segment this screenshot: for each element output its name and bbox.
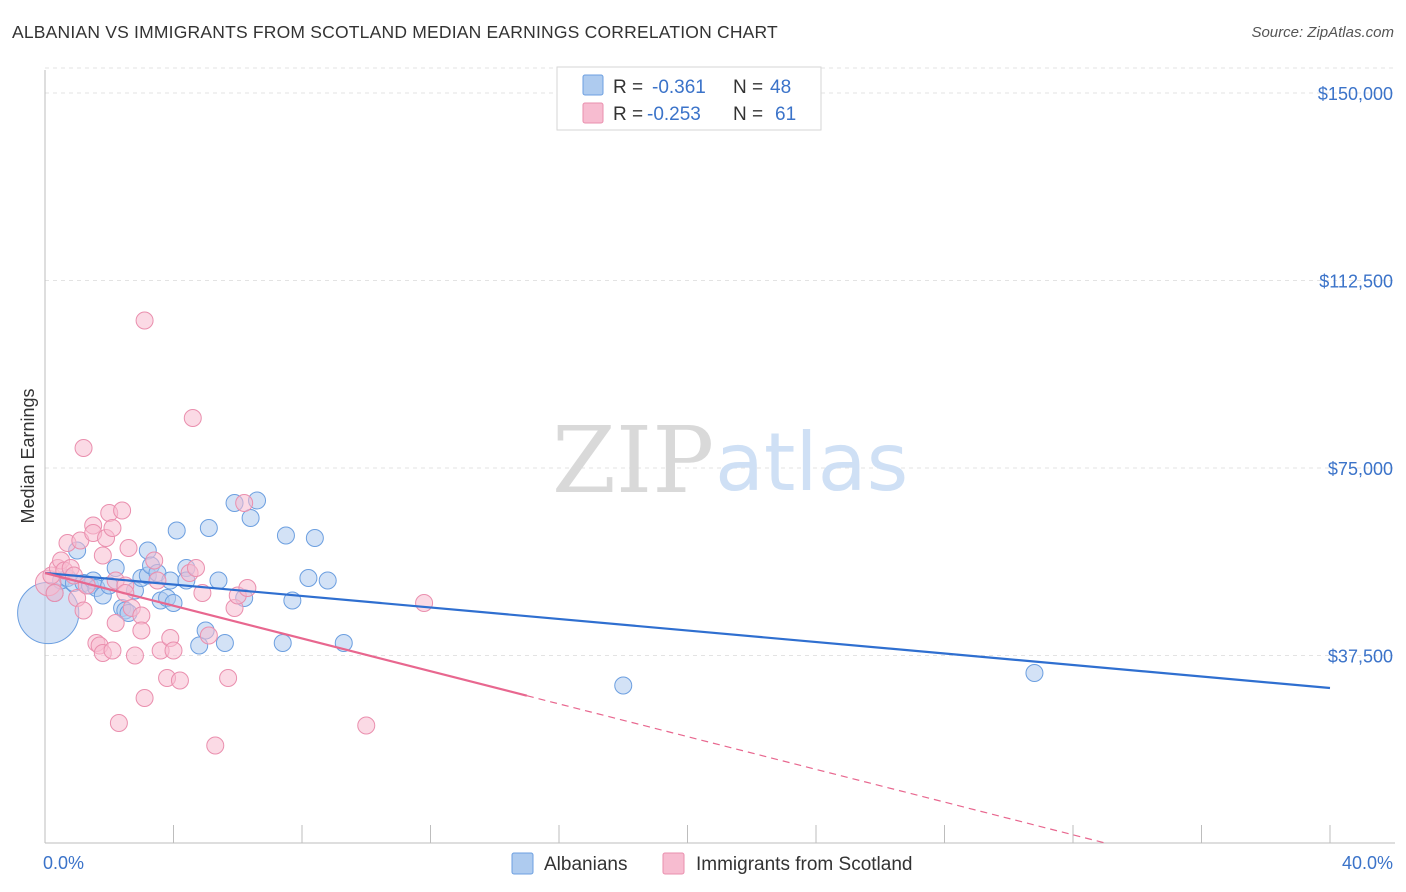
data-point-pink — [145, 551, 164, 570]
data-point-blue — [1025, 664, 1044, 682]
legend-n-label: N = — [733, 77, 763, 98]
data-point-blue — [299, 569, 318, 587]
data-point-blue — [276, 526, 295, 545]
series-legend: Albanians Immigrants from Scotland — [511, 852, 912, 875]
trend-lines — [44, 571, 1331, 844]
data-point-pink — [219, 669, 238, 687]
data-point-pink — [135, 689, 154, 707]
data-point-blue — [167, 521, 186, 540]
watermark: ZIP atlas — [552, 407, 908, 514]
y-tick-label: $112,500 — [1319, 272, 1393, 292]
data-point-pink — [183, 409, 202, 427]
data-point-pink — [113, 501, 132, 520]
y-tick-label: $150,000 — [1318, 84, 1393, 104]
trend-line-dashed-pink — [526, 695, 1106, 844]
legend-r-value: -0.253 — [647, 104, 701, 125]
series-label-scotland: Immigrants from Scotland — [696, 854, 912, 875]
data-point-pink — [93, 546, 112, 565]
legend-r-label: R = — [613, 104, 643, 125]
chart-title: ALBANIAN VS IMMIGRANTS FROM SCOTLAND MED… — [12, 22, 778, 42]
data-point-blue — [241, 509, 260, 527]
series-swatch-albanians — [511, 852, 534, 875]
data-point-pink — [106, 614, 125, 632]
data-point-pink — [193, 584, 212, 602]
legend-n-value: 48 — [770, 77, 791, 98]
data-point-pink — [109, 714, 128, 732]
data-point-pink — [164, 641, 183, 660]
data-point-blue — [273, 634, 292, 652]
data-point-pink — [199, 626, 218, 645]
data-point-blue — [199, 519, 218, 537]
data-point-pink — [132, 606, 151, 625]
data-point-pink — [170, 671, 189, 690]
data-point-blue — [305, 529, 324, 547]
correlation-legend: R = -0.361 N = 48 R = -0.253 N = 61 — [556, 66, 822, 131]
data-point-pink — [125, 646, 144, 665]
watermark-zip: ZIP — [552, 407, 714, 514]
data-point-pink — [74, 439, 93, 457]
data-point-pink — [103, 519, 122, 537]
legend-r-value: -0.361 — [652, 77, 706, 98]
data-point-pink — [415, 594, 434, 612]
data-point-pink — [235, 494, 254, 512]
y-tick-labels: $150,000 $112,500 $75,000 $37,500 — [1318, 84, 1393, 667]
series-label-albanians: Albanians — [544, 854, 627, 875]
legend-n-value: 61 — [775, 104, 796, 125]
data-point-pink — [103, 641, 122, 660]
y-tick-label: $75,000 — [1328, 459, 1393, 479]
data-point-blue — [164, 594, 183, 612]
gridlines — [45, 67, 1395, 656]
source-credit: Source: ZipAtlas.com — [1251, 24, 1394, 41]
watermark-atlas: atlas — [715, 416, 908, 509]
data-point-blue — [318, 571, 337, 590]
legend-swatch-albanians — [582, 74, 604, 96]
legend-swatch-scotland — [582, 102, 604, 124]
x-tick-label: 0.0% — [43, 853, 84, 873]
trend-line-blue — [44, 571, 1331, 690]
data-point-pink — [186, 559, 205, 577]
data-point-blue — [614, 676, 633, 695]
series-swatch-scotland — [662, 852, 685, 875]
x-tick-label: 40.0% — [1342, 853, 1393, 873]
y-tick-label: $37,500 — [1328, 647, 1393, 667]
data-point-pink — [206, 736, 225, 755]
data-points — [17, 311, 1044, 755]
data-point-pink — [119, 539, 138, 557]
axes — [44, 70, 1395, 844]
data-point-blue — [209, 571, 228, 590]
x-tick-labels: 0.0% 40.0% — [43, 853, 1393, 873]
data-point-pink — [238, 579, 257, 597]
data-point-pink — [45, 584, 64, 602]
legend-n-label: N = — [733, 104, 763, 125]
data-point-pink — [132, 621, 151, 640]
data-point-blue — [215, 634, 234, 652]
data-point-pink — [357, 716, 376, 735]
data-point-pink — [135, 311, 154, 330]
trend-line-pink — [44, 571, 528, 697]
data-point-pink — [148, 571, 167, 590]
legend-r-label: R = — [613, 77, 643, 98]
y-axis-label: Median Earnings — [18, 388, 38, 523]
data-point-pink — [74, 601, 93, 620]
